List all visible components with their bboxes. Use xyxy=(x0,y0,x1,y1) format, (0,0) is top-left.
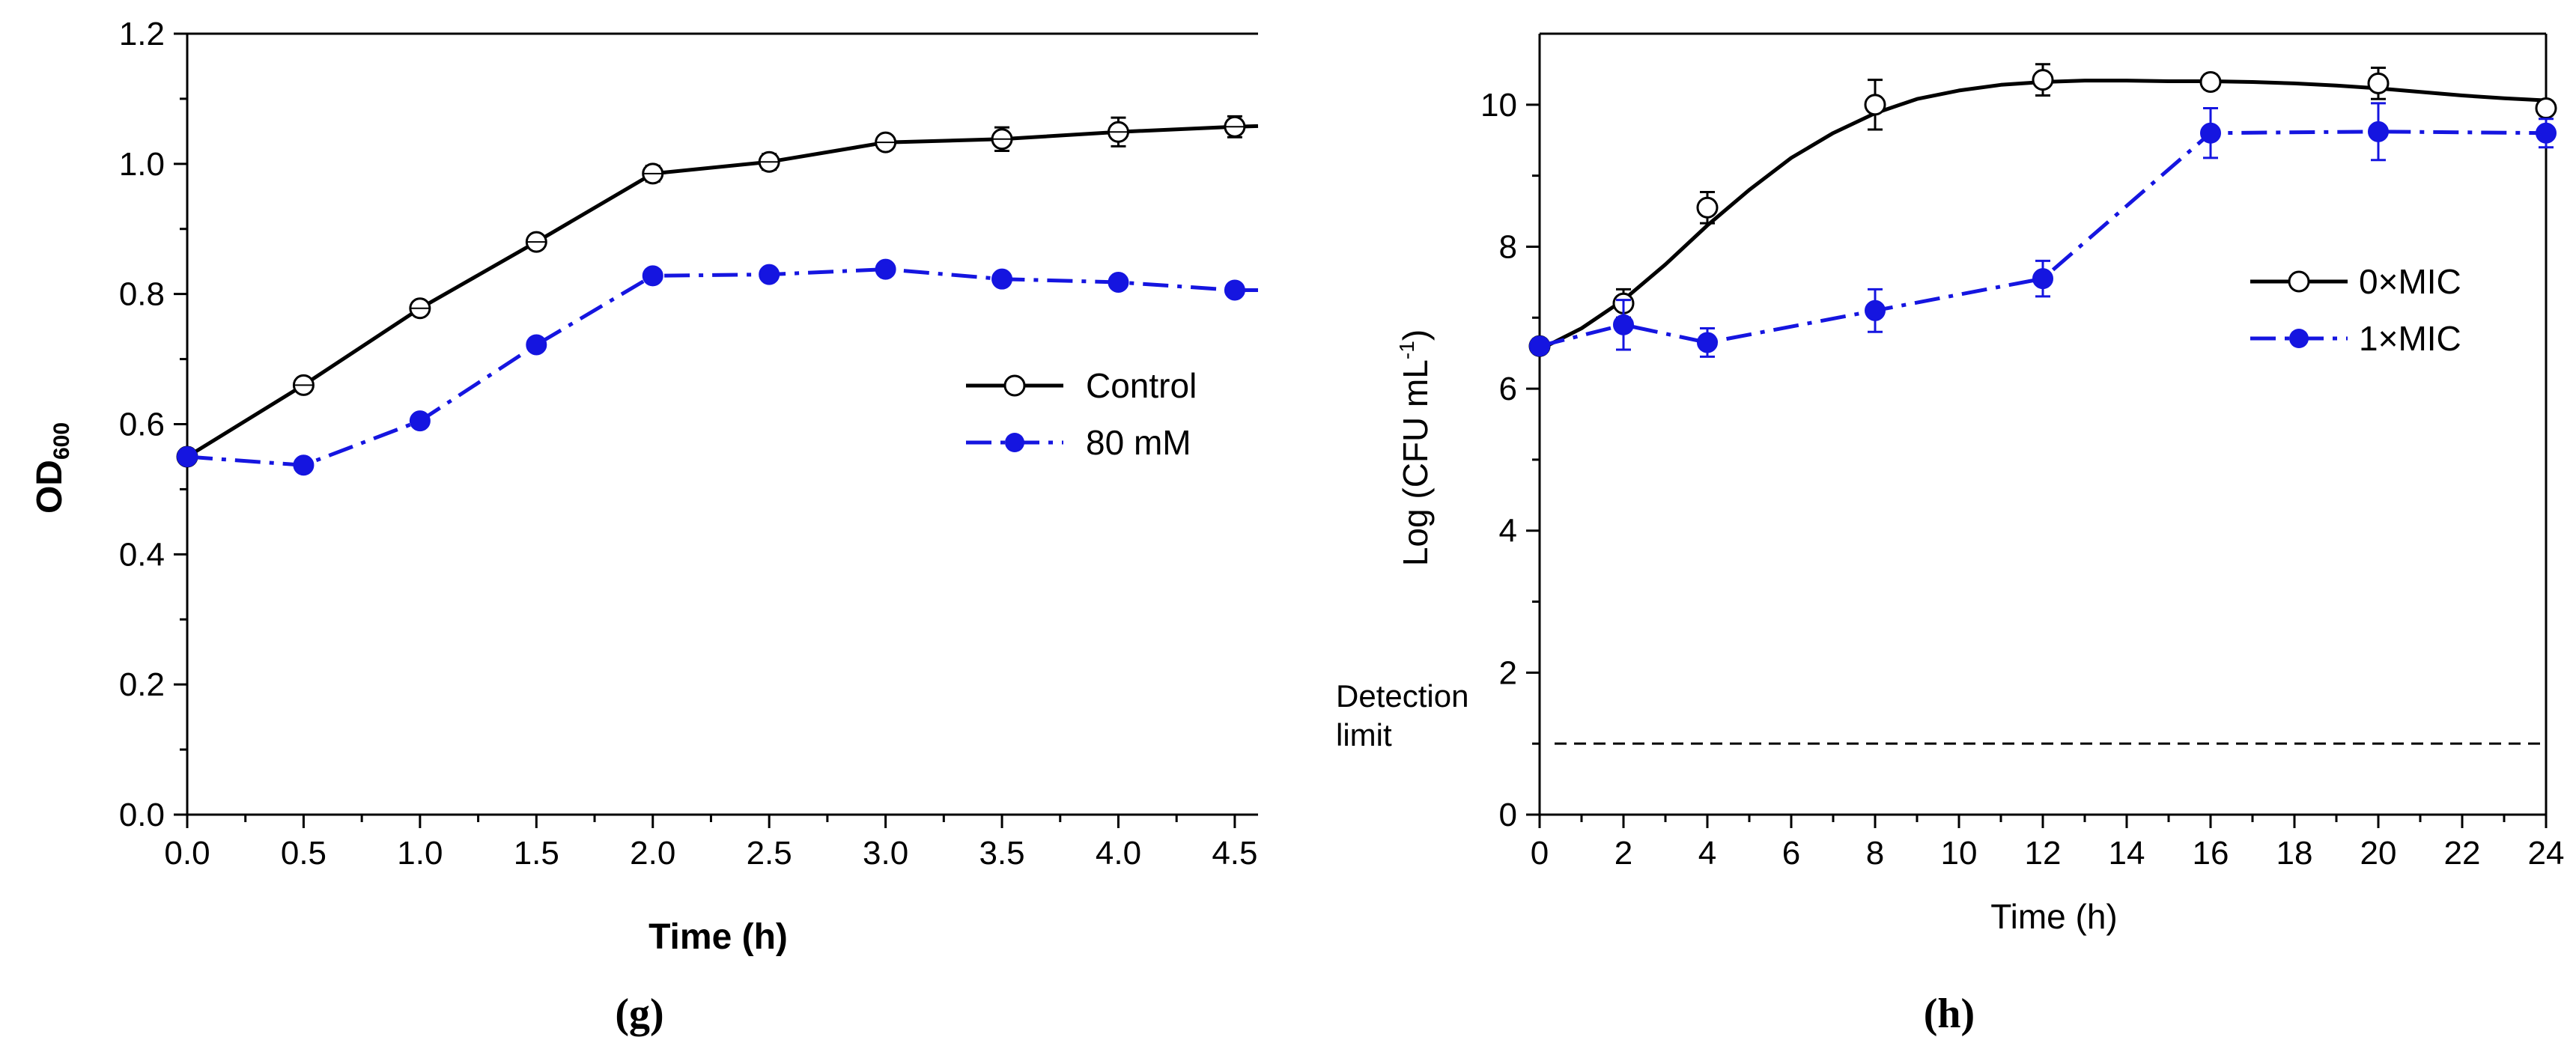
chart-panel-g: 0.0 0.5 1.0 1.5 2.0 2.5 3.0 3.5 4.0 4.5 0.0 0.2 0.4 0… xyxy=(30,16,1259,1037)
y-axis-title: OD600 xyxy=(30,422,74,514)
data-point xyxy=(2032,268,2053,290)
data-point xyxy=(1697,332,1718,353)
x-tick-label: 0.0 xyxy=(164,835,210,872)
legend-marker xyxy=(1005,433,1024,452)
x-axis-title: Time (h) xyxy=(1990,897,2118,936)
data-point xyxy=(1613,314,1634,335)
x-tick-label: 0.5 xyxy=(281,835,326,872)
x-tick-label: 8 xyxy=(1866,835,1884,872)
chart-series-layer xyxy=(176,115,1259,476)
x-tick-label: 1.5 xyxy=(514,835,559,872)
data-point xyxy=(1696,196,1719,219)
detection-limit-label-line2: limit xyxy=(1336,717,1392,752)
data-point xyxy=(526,334,547,356)
y-tick-label: 0 xyxy=(1499,797,1517,833)
data-point xyxy=(2536,122,2557,144)
data-point xyxy=(1529,335,1550,357)
y-tick-label: 6 xyxy=(1499,371,1517,407)
x-tick-label: 3.5 xyxy=(979,835,1024,872)
series-1-mic xyxy=(1529,102,2557,358)
series-line xyxy=(1539,130,2547,348)
y-tick-label: 0.8 xyxy=(119,276,165,313)
y-tick-label: 10 xyxy=(1480,87,1517,124)
data-point xyxy=(759,264,780,285)
legend-label: 80 mM xyxy=(1086,423,1191,462)
legend-marker xyxy=(2288,270,2310,293)
x-tick-label: 14 xyxy=(2109,835,2145,872)
y-tick-label: 1.2 xyxy=(119,16,165,52)
detection-limit: Detection limit xyxy=(1336,678,2546,752)
chart-legend: 0×MIC 1×MIC xyxy=(2250,262,2461,358)
series-line xyxy=(186,124,1259,459)
data-point xyxy=(409,410,431,432)
series-line xyxy=(1538,79,2547,352)
y-tick-label: 4 xyxy=(1499,513,1517,550)
x-tick-label: 6 xyxy=(1782,835,1800,872)
chart-series-layer xyxy=(1528,63,2557,358)
legend-label: Control xyxy=(1086,366,1197,405)
panel-label: (g) xyxy=(615,991,663,1037)
legend-label: 0×MIC xyxy=(2359,262,2461,301)
series-0-mic xyxy=(1528,63,2557,357)
data-point xyxy=(293,454,315,476)
x-tick-label: 4 xyxy=(1698,835,1716,872)
legend-label: 1×MIC xyxy=(2359,319,2461,358)
chart-legend: Control 80 mM xyxy=(966,366,1197,462)
x-tick-label: 2.0 xyxy=(630,835,675,872)
x-tick-label: 16 xyxy=(2193,835,2229,872)
data-point xyxy=(2199,70,2222,93)
y-axis-title-subscript: 600 xyxy=(49,422,74,460)
x-tick-label: 4.5 xyxy=(1212,835,1257,872)
data-point xyxy=(2535,97,2557,120)
detection-limit-label-line1: Detection xyxy=(1336,678,1468,714)
x-tick-label: 24 xyxy=(2528,835,2565,872)
data-point xyxy=(1108,272,1129,294)
x-tick-label: 1.0 xyxy=(397,835,443,872)
y-axis-title-main: Log (CFU mL xyxy=(1396,359,1435,566)
y-tick-label: 0.2 xyxy=(119,666,165,703)
y-axis-title-end: ) xyxy=(1396,329,1435,341)
series-80-mm xyxy=(177,258,1258,476)
y-axis-title-main: OD xyxy=(30,460,70,514)
panel-label: (h) xyxy=(1924,991,1975,1037)
legend-marker xyxy=(2289,329,2309,348)
y-tick-label: 0.4 xyxy=(119,536,165,573)
y-tick-label: 8 xyxy=(1499,228,1517,265)
x-tick-label: 3.0 xyxy=(863,835,908,872)
data-point xyxy=(177,446,198,467)
data-point xyxy=(642,265,663,287)
data-point xyxy=(2368,121,2389,142)
data-point xyxy=(991,268,1013,290)
x-tick-label: 20 xyxy=(2360,835,2397,872)
x-tick-label: 12 xyxy=(2025,835,2062,872)
y-tick-label: 1.0 xyxy=(119,146,165,183)
series-control xyxy=(176,115,1259,468)
data-point xyxy=(1864,94,1886,116)
y-tick-label: 0.6 xyxy=(119,407,165,443)
chart-axes: 0.0 0.5 1.0 1.5 2.0 2.5 3.0 3.5 4.0 4.5 0.0 0.2 0.4 0… xyxy=(119,16,1258,872)
data-point xyxy=(2200,122,2221,144)
x-tick-label: 0 xyxy=(1531,835,1549,872)
data-point xyxy=(1224,279,1245,301)
data-point xyxy=(2032,69,2054,91)
x-tick-label: 22 xyxy=(2444,835,2481,872)
x-tick-label: 2 xyxy=(1614,835,1632,872)
data-point xyxy=(2367,72,2390,94)
data-point xyxy=(875,258,896,280)
x-tick-label: 2.5 xyxy=(747,835,792,872)
x-axis-title: Time (h) xyxy=(648,917,788,957)
y-tick-label: 2 xyxy=(1499,654,1517,691)
legend-marker xyxy=(1003,374,1026,397)
y-axis-title: Log (CFU mL-1) xyxy=(1395,329,1435,566)
y-tick-label: 0.0 xyxy=(119,797,165,833)
x-tick-label: 18 xyxy=(2276,835,2313,872)
data-point xyxy=(1865,299,1886,321)
x-tick-label: 4.0 xyxy=(1096,835,1141,872)
x-tick-label: 10 xyxy=(1941,835,1978,872)
y-axis-title-superscript: -1 xyxy=(1395,341,1418,359)
